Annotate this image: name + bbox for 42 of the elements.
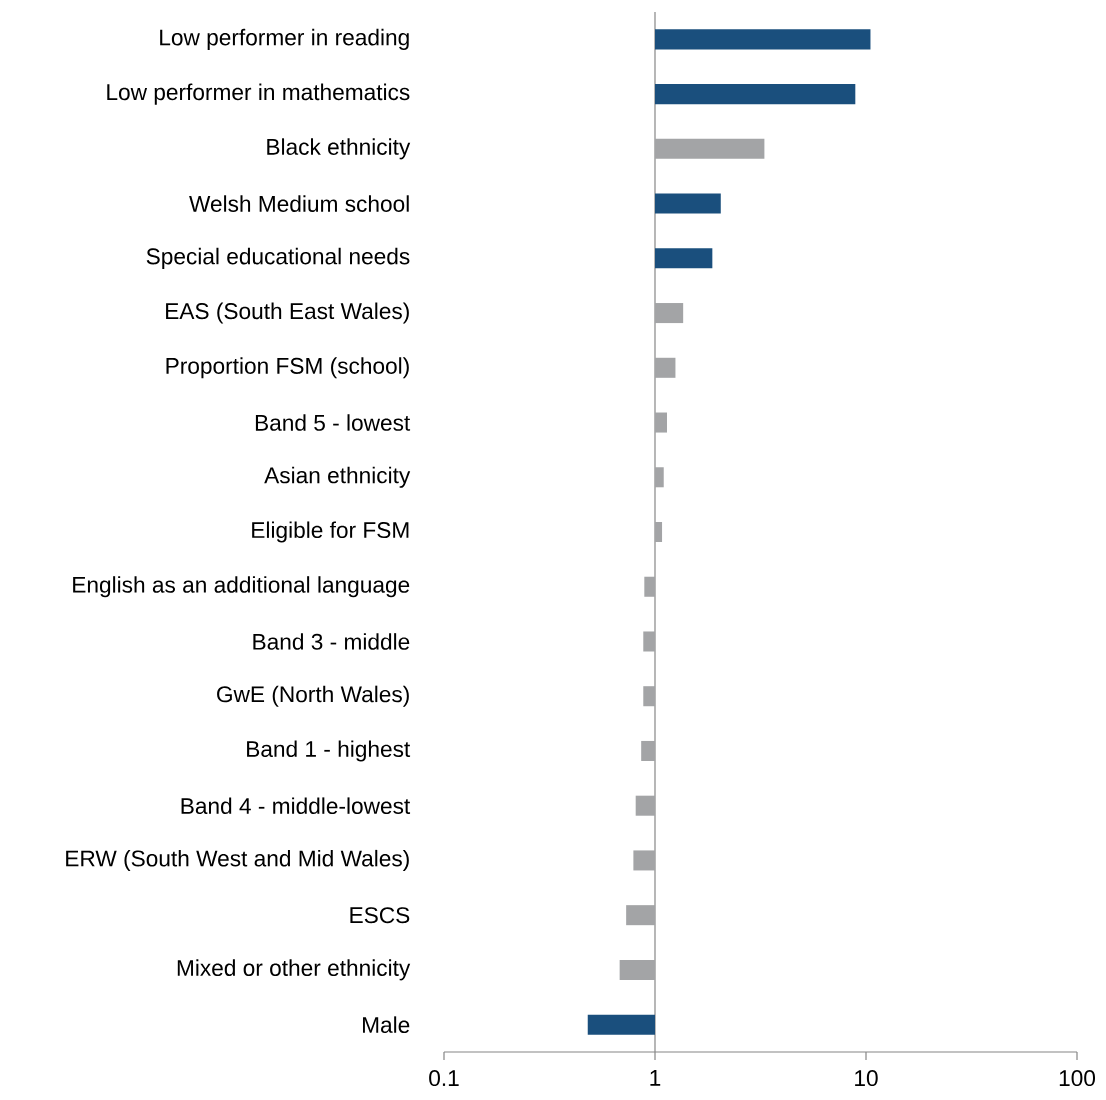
- y-tick-label: Band 4 - middle-lowest: [181, 797, 411, 815]
- x-tick-label: 100: [1059, 1070, 1096, 1087]
- bar: [655, 29, 871, 50]
- bar: [655, 138, 765, 159]
- bar: [655, 357, 676, 378]
- bar: [626, 905, 655, 926]
- bar: [655, 303, 684, 324]
- y-tick-label: Eligible for FSM: [252, 521, 409, 543]
- bar: [619, 959, 655, 980]
- bar: [635, 795, 655, 816]
- y-tick-label: English as an additional language: [73, 576, 410, 598]
- y-tick-label: Black ethnicity: [267, 138, 411, 160]
- x-tick-label: 1: [650, 1070, 661, 1086]
- y-tick-label: Welsh Medium school: [189, 195, 409, 212]
- bar: [655, 193, 721, 214]
- y-tick-label: Proportion FSM (school): [166, 357, 409, 379]
- y-tick-label: Mixed or other ethnicity: [177, 959, 411, 981]
- y-tick-label: Asian ethnicity: [264, 466, 411, 488]
- y-tick-label: Band 3 - middle: [253, 633, 410, 650]
- bar: [587, 1014, 655, 1035]
- x-tick-label: 10: [855, 1070, 878, 1087]
- y-tick-label: Band 1 - highest: [247, 740, 411, 762]
- y-tick-label: EAS (South East Wales): [166, 302, 409, 324]
- bar: [655, 84, 856, 105]
- bar: [633, 850, 655, 871]
- bar: [655, 248, 713, 269]
- bar: [655, 467, 664, 488]
- y-tick-label: Band 5 - lowest: [255, 414, 411, 431]
- bar: [655, 521, 663, 543]
- bar: [641, 740, 655, 761]
- y-tick-label: Low performer in mathematics: [107, 83, 410, 105]
- y-tick-label: Low performer in reading: [160, 28, 409, 50]
- y-tick-label: Male: [363, 1016, 410, 1033]
- x-tick-label: 0.1: [429, 1070, 459, 1087]
- y-tick-label: GwE (North Wales): [217, 685, 409, 707]
- bar: [655, 412, 667, 433]
- bar: [643, 631, 655, 652]
- y-tick-label: ESCS: [350, 907, 410, 924]
- bar: [643, 686, 655, 707]
- y-tick-label: Special educational needs: [146, 247, 410, 269]
- bar: [644, 576, 655, 597]
- y-tick-label: ERW (South West and Mid Wales): [66, 849, 409, 871]
